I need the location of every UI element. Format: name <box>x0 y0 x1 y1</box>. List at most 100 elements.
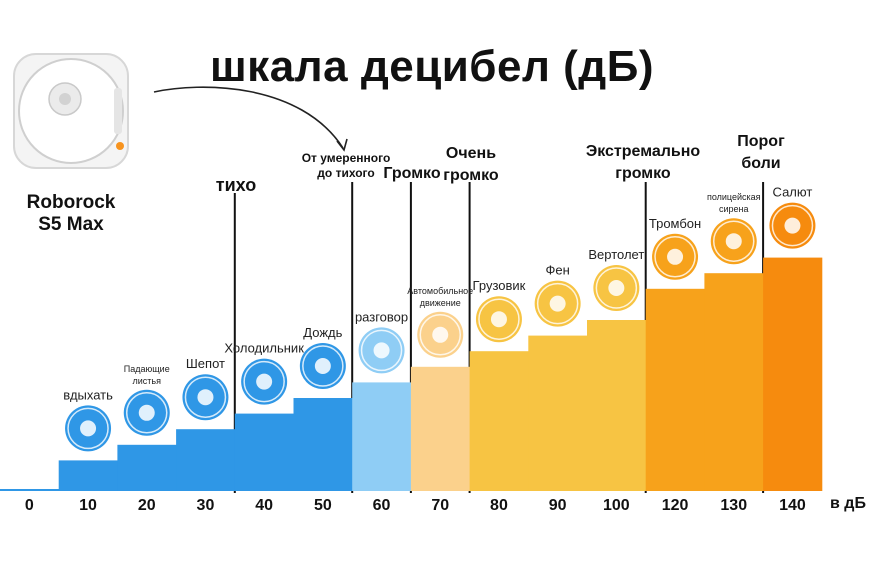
category-moderate-line1: От умеренного <box>301 151 391 165</box>
hairdryer-icon <box>534 280 581 327</box>
tick-label: 40 <box>255 497 273 514</box>
bar-label: сирена <box>719 204 749 214</box>
tick-label: 70 <box>431 497 449 514</box>
bar-label: Автомобильное <box>407 286 473 296</box>
lungs-icon <box>65 405 112 452</box>
category-moderate: От умеренного до тихого <box>296 151 396 181</box>
icon-glyph <box>549 295 566 312</box>
tick-label: 80 <box>490 497 508 514</box>
icon-ring <box>771 204 814 247</box>
category-extreme-line2: громко <box>615 165 671 182</box>
bar-60db <box>352 382 412 491</box>
icon-ring <box>478 298 520 340</box>
bar-label: Падающие <box>124 364 170 374</box>
fridge-icon <box>241 358 288 405</box>
tick-label: 30 <box>197 497 215 514</box>
tick-label: 140 <box>779 497 806 514</box>
icon-ring <box>419 314 461 356</box>
bar-0db <box>0 489 60 491</box>
bar-label: Фен <box>546 263 570 278</box>
bar-label: Тромбон <box>649 216 701 231</box>
icon-ring <box>654 236 696 278</box>
robot-name-line1: Roborock <box>26 192 116 213</box>
axis-unit-label: в дБ <box>830 495 866 512</box>
tick-label: 130 <box>720 497 747 514</box>
trombone-icon <box>652 233 699 280</box>
icon-glyph <box>373 342 390 359</box>
robot-name-line2: S5 Max <box>38 214 104 235</box>
bar-140db <box>763 257 823 491</box>
tick-label: 120 <box>662 497 689 514</box>
police-car-icon <box>710 218 757 265</box>
category-extreme-line1: Экстремально <box>585 143 701 160</box>
bar-label: Грузовик <box>473 278 526 293</box>
bar-70db <box>410 366 471 491</box>
bar-label: Дождь <box>303 325 342 340</box>
icon-ring <box>302 345 344 387</box>
tick-label: 50 <box>314 497 332 514</box>
robot-model-label: Roborock S5 Max <box>16 192 126 236</box>
tick-label: 20 <box>138 497 156 514</box>
bar-90db <box>528 335 588 491</box>
icon-ring <box>126 392 168 434</box>
bar-120db <box>645 288 705 491</box>
bar-label: листья <box>133 376 162 386</box>
bar-label: движение <box>420 298 461 308</box>
bar-50db <box>293 398 353 491</box>
icon-glyph <box>138 404 155 421</box>
bar-label: Вертолет <box>588 247 644 262</box>
bar-20db <box>117 444 177 491</box>
icon-glyph <box>667 248 684 265</box>
leaves-icon <box>123 389 170 436</box>
tick-label: 90 <box>549 497 567 514</box>
icon-glyph <box>490 311 507 328</box>
icon-glyph <box>256 373 273 390</box>
bar-130db <box>704 273 764 491</box>
icon-glyph <box>432 326 449 343</box>
category-pain-line2: боли <box>741 155 781 172</box>
bar-100db <box>587 320 647 491</box>
tick-label: 100 <box>603 497 630 514</box>
tick-label: 0 <box>25 497 34 514</box>
page-title: шкала децибел (дБ) <box>210 42 654 91</box>
icon-ring <box>536 282 579 325</box>
rain-icon <box>299 343 346 389</box>
bar-label: разговор <box>355 309 408 324</box>
icon-ring <box>360 329 403 372</box>
category-extreme: Экстремально громко <box>580 141 706 185</box>
icon-glyph <box>314 358 331 374</box>
chat-icon <box>358 327 405 374</box>
icon-glyph <box>197 389 214 406</box>
category-moderate-line2: до тихого <box>317 166 375 180</box>
icon-ring <box>67 407 109 450</box>
whisper-icon <box>182 374 229 421</box>
tick-label: 10 <box>79 497 97 514</box>
bar-label: вдыхать <box>63 387 113 402</box>
bar-40db <box>234 413 294 491</box>
icon-ring <box>713 220 755 262</box>
category-loud: Громко <box>383 165 441 182</box>
icon-ring <box>184 376 227 418</box>
category-very-loud-line2: громко <box>443 167 499 184</box>
category-very-loud: Очень громко <box>436 143 506 187</box>
bar-30db <box>176 429 236 491</box>
icon-glyph <box>80 420 97 437</box>
bar-10db <box>58 460 118 491</box>
robot-vacuum-image <box>13 53 129 169</box>
category-pain-threshold: Порог боли <box>730 131 792 175</box>
icon-glyph <box>725 233 742 250</box>
bar-label: Холодильник <box>224 341 304 356</box>
truck-icon <box>475 296 522 343</box>
bar-label: Шепот <box>186 356 225 371</box>
bar-label: полицейская <box>707 192 761 202</box>
icon-ring <box>595 267 638 309</box>
fireworks-icon <box>769 202 816 249</box>
category-quiet: тихо <box>215 175 257 195</box>
helicopter-icon <box>593 265 640 311</box>
tick-label: 60 <box>373 497 391 514</box>
bar-label: Салют <box>773 185 813 200</box>
category-pain-line1: Порог <box>737 133 785 150</box>
